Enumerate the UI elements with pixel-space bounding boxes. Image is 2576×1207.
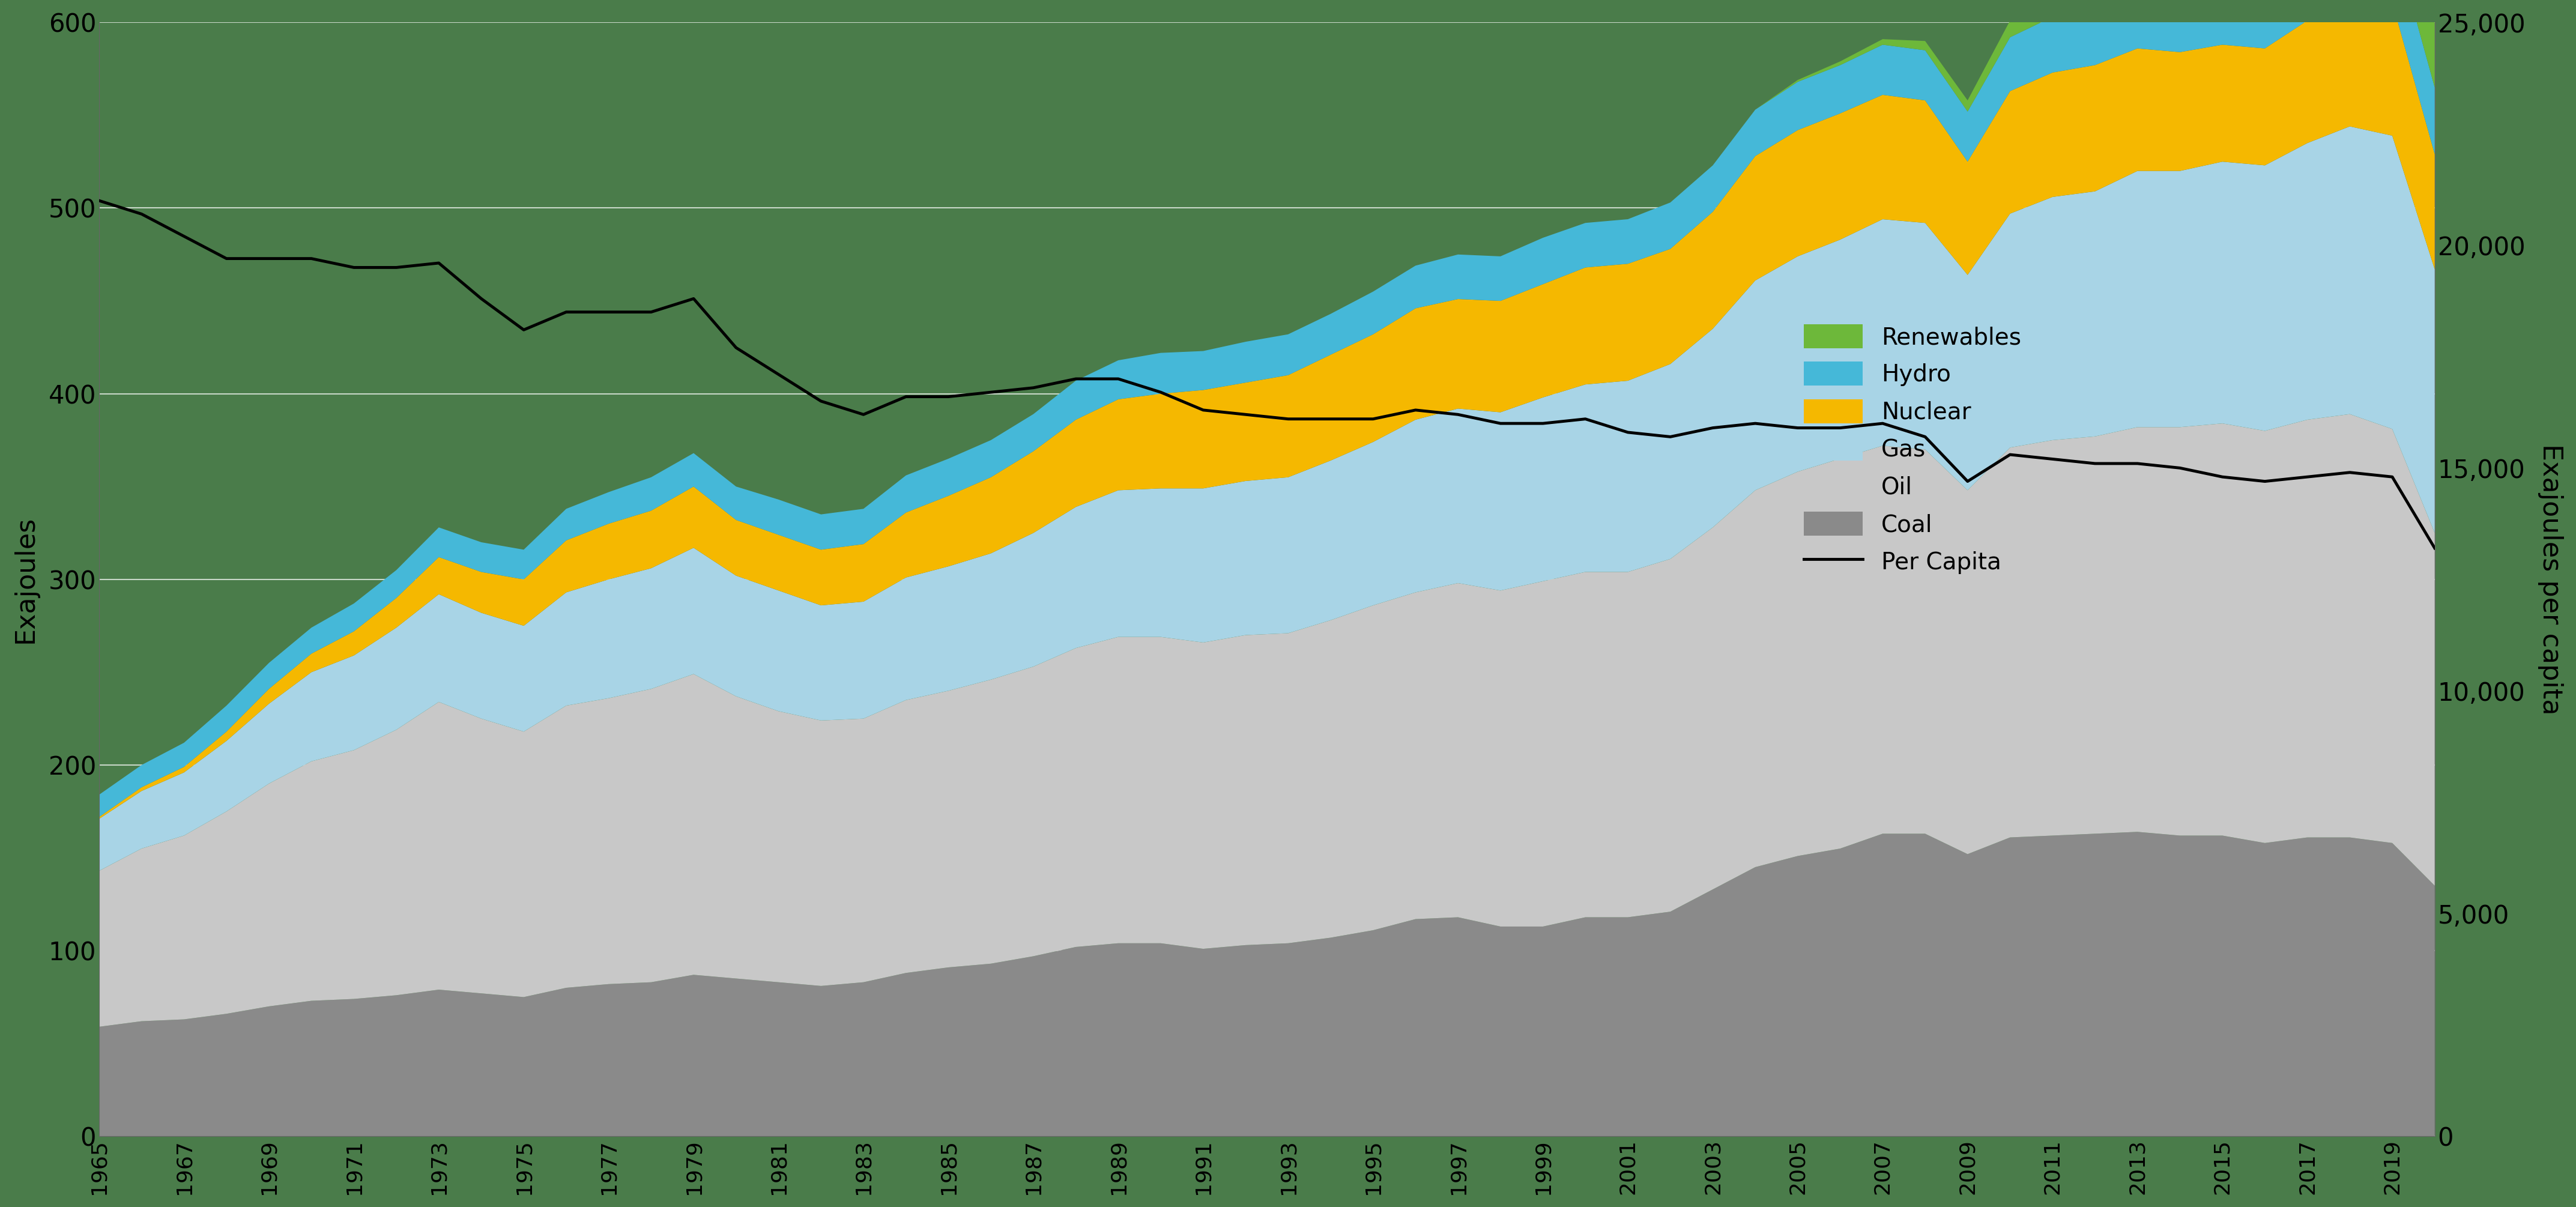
Legend: Renewables, Hydro, Nuclear, Gas, Oil, Coal, Per Capita: Renewables, Hydro, Nuclear, Gas, Oil, Co… <box>1793 313 2032 585</box>
Y-axis label: Exajoules per capita: Exajoules per capita <box>2537 444 2563 715</box>
Y-axis label: Exajoules: Exajoules <box>13 515 39 643</box>
